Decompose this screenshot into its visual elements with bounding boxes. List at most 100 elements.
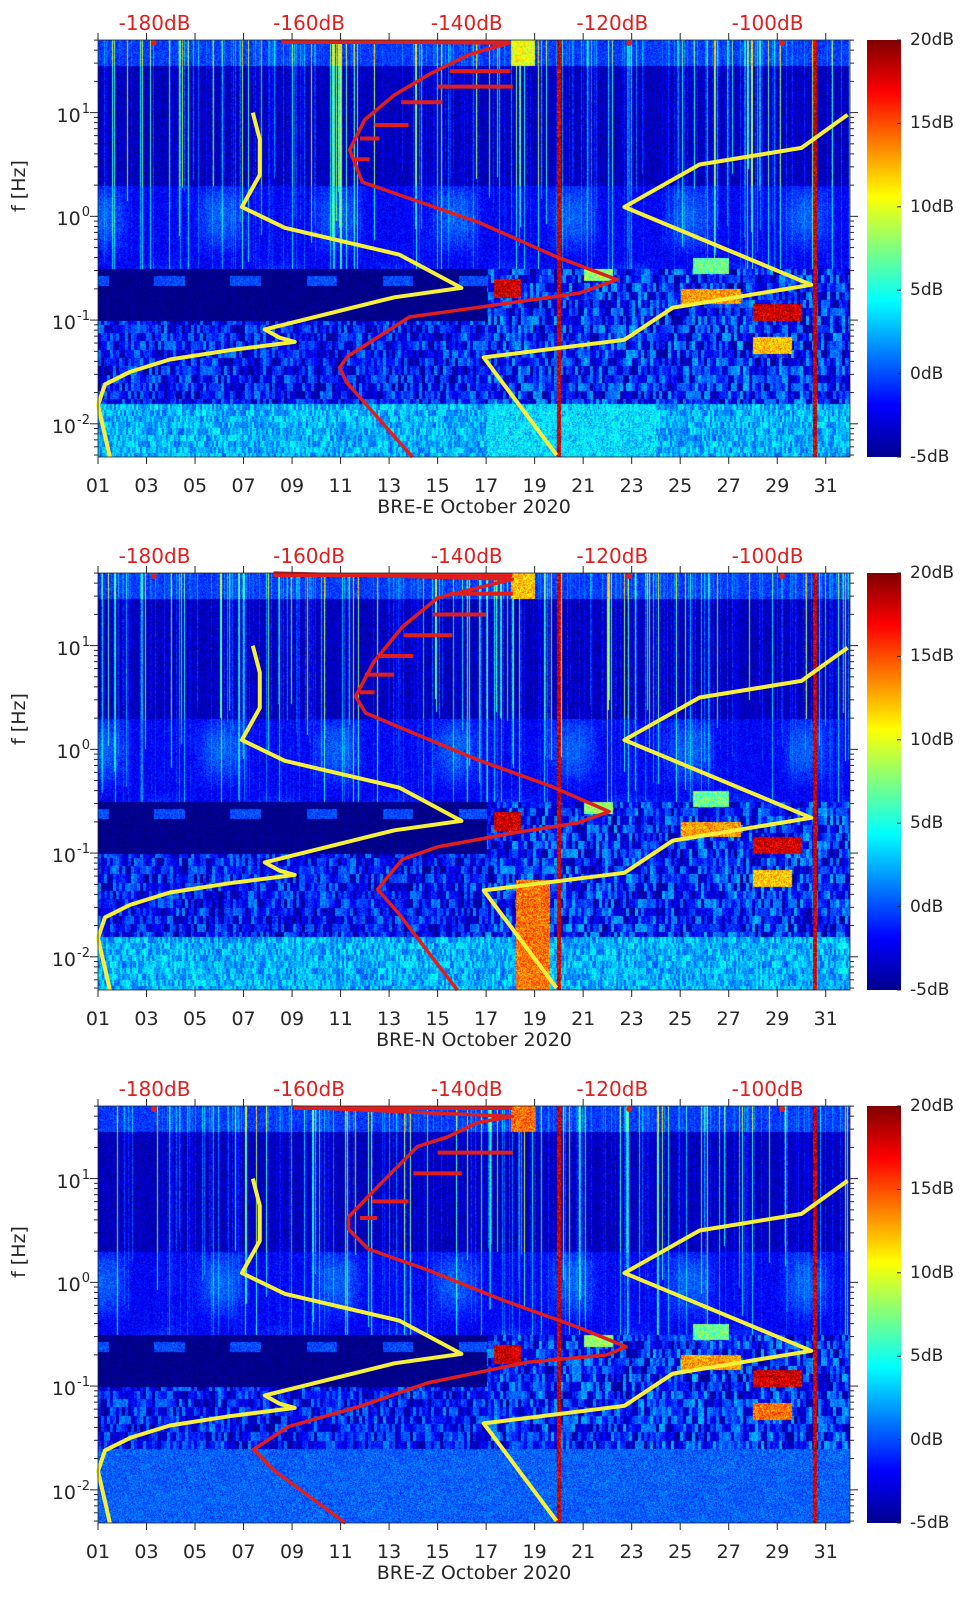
x-tick-label: 15 (425, 475, 450, 497)
red-top-marker (150, 573, 157, 579)
db-level-label: -180dB (118, 11, 191, 35)
x-tick-label: 01 (85, 1541, 111, 1563)
yellow-curve-1 (481, 1179, 849, 1523)
colorbar (867, 40, 901, 457)
red-top-marker (779, 40, 786, 46)
y-tick-label: 101 (57, 634, 90, 659)
y-tick-label: 10-1 (52, 309, 90, 334)
x-tick-label: 11 (328, 1008, 353, 1030)
red-curve (273, 571, 611, 992)
x-tick-label: 25 (668, 1541, 693, 1563)
x-tick-label: 03 (134, 475, 159, 497)
x-tick-label: 15 (425, 1008, 450, 1030)
colorbar-label: 10dB (910, 196, 955, 217)
x-tick-label: 25 (668, 475, 693, 497)
y-axis-label: f [Hz] (8, 693, 30, 745)
colorbar-label: -5dB (910, 447, 950, 467)
x-axis-label: BRE-E October 2020 (377, 496, 571, 518)
y-tick-label: 100 (57, 205, 90, 230)
y-tick-label: 10-1 (52, 842, 90, 867)
colorbar-label: 20dB (910, 30, 955, 50)
x-tick-label: 07 (231, 1008, 256, 1030)
red-top-marker (626, 40, 633, 46)
x-axis-label: BRE-N October 2020 (376, 1029, 572, 1051)
db-level-label: -100dB (731, 544, 804, 568)
y-tick-label: 10-2 (52, 1479, 90, 1504)
y-tick-exponent: 1 (81, 1167, 90, 1183)
red-top-marker (779, 573, 786, 579)
y-tick-base: 10 (56, 637, 81, 660)
curve-overlay (90, 1099, 858, 1530)
x-tick-label: 29 (765, 1008, 790, 1030)
x-tick-label: 03 (134, 1008, 159, 1030)
colorbar-label: 15dB (910, 113, 955, 134)
plot-frame (97, 1105, 851, 1524)
x-tick-label: 31 (813, 1008, 838, 1030)
colorbar-label: 0dB (910, 896, 944, 917)
x-tick-label: 23 (619, 1541, 644, 1563)
y-tick-label: 100 (57, 1271, 90, 1296)
curve-overlay (90, 33, 858, 464)
y-tick-base: 10 (51, 311, 77, 334)
x-tick-label: 17 (474, 475, 499, 497)
red-top-marker (626, 573, 633, 579)
x-tick-label: 27 (716, 1008, 741, 1030)
y-tick-label: 10-1 (52, 1375, 90, 1400)
db-level-label: -160dB (273, 11, 345, 35)
x-tick-label: 19 (522, 475, 547, 497)
y-tick-exponent: -1 (77, 308, 90, 324)
x-tick-label: 07 (231, 1541, 256, 1563)
colorbar-label: 10dB (910, 729, 955, 750)
colorbar-label: 5dB (910, 280, 944, 301)
y-tick-label: 100 (57, 738, 90, 763)
colorbar-label: 20dB (910, 1096, 955, 1116)
panel-bre-z: 01 03 05 07 09 11 13 15 17 19 21 23 25 27 29 31 BRE-Z Oc… (0, 1066, 962, 1599)
axis-ticks (90, 33, 858, 464)
db-level-label: -120dB (576, 11, 649, 35)
red-top-marker (779, 1106, 786, 1112)
y-tick-exponent: 0 (81, 1271, 90, 1287)
x-tick-label: 05 (182, 1541, 208, 1563)
y-tick-exponent: 0 (81, 205, 90, 221)
y-tick-exponent: -1 (77, 1374, 90, 1390)
x-tick-label: 09 (279, 1541, 305, 1563)
y-tick-base: 10 (51, 1377, 77, 1400)
y-tick-base: 10 (56, 1170, 81, 1193)
x-tick-label: 09 (279, 1008, 305, 1030)
y-tick-base: 10 (56, 741, 81, 764)
colorbar-ticks (897, 572, 901, 991)
yellow-curve-1 (481, 113, 849, 457)
db-level-label: -160dB (273, 544, 345, 568)
colorbar-label: 5dB (910, 813, 944, 834)
x-tick-label: 07 (231, 475, 256, 497)
colorbar-label: 0dB (910, 1429, 944, 1450)
red-curve (251, 1105, 628, 1525)
spectrogram-plot (90, 566, 858, 997)
colorbar-label: 15dB (910, 1179, 955, 1200)
y-tick-base: 10 (56, 1274, 81, 1297)
db-level-label: -120dB (576, 1077, 649, 1101)
x-tick-label: 11 (328, 1541, 353, 1563)
axis-ticks (90, 1099, 858, 1530)
y-tick-base: 10 (56, 208, 81, 231)
yellow-curve-1 (481, 646, 849, 990)
y-tick-base: 10 (51, 1481, 77, 1504)
plot-frame (97, 572, 851, 991)
x-tick-label: 15 (425, 1541, 450, 1563)
axis-ticks (90, 566, 858, 997)
x-tick-label: 23 (619, 475, 644, 497)
y-axis-label: f [Hz] (8, 160, 30, 212)
x-tick-label: 31 (813, 1541, 838, 1563)
red-top-marker (150, 1106, 157, 1112)
panel-bre-e: 01 03 05 07 09 11 13 15 17 19 21 23 25 27 29 31 BRE-E Oc… (0, 0, 962, 533)
y-tick-label: 101 (57, 1167, 90, 1192)
y-tick-exponent: -1 (77, 841, 90, 857)
x-tick-label: 13 (377, 1541, 402, 1563)
red-top-marker (150, 40, 157, 46)
colorbar-label: 10dB (910, 1262, 955, 1283)
x-tick-label: 25 (668, 1008, 693, 1030)
x-tick-label: 19 (522, 1541, 547, 1563)
db-level-label: -140dB (430, 1077, 503, 1101)
x-tick-label: 09 (279, 475, 305, 497)
colorbar-ticks (897, 1105, 901, 1524)
